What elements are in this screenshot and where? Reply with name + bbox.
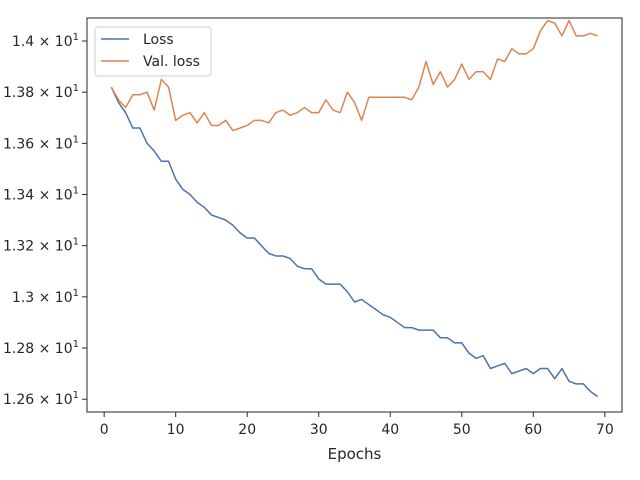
- y-tick-label: 1.36 × 101: [3, 134, 79, 152]
- y-tick-label: 1.4 × 101: [12, 32, 79, 50]
- x-tick-label: 10: [167, 422, 185, 438]
- x-tick-label: 0: [100, 422, 109, 438]
- x-tick-label: 20: [238, 422, 256, 438]
- x-tick-label: 50: [453, 422, 471, 438]
- x-tick-label: 30: [310, 422, 328, 438]
- legend: Loss Val. loss: [94, 26, 212, 77]
- series-line-1: [110, 19, 598, 132]
- x-axis-label: Epochs: [328, 445, 382, 463]
- y-tick-label: 1.28 × 101: [3, 339, 79, 357]
- x-tick-label: 70: [596, 422, 614, 438]
- series-layer: [110, 19, 599, 398]
- legend-label: Val. loss: [143, 54, 200, 70]
- y-tick-label: 1.32 × 101: [3, 237, 79, 255]
- y-tick-label: 1.34 × 101: [3, 186, 79, 204]
- y-tick-label: 1.3 × 101: [12, 288, 79, 306]
- y-tick-label: 1.26 × 101: [3, 390, 79, 408]
- x-tick-label: 40: [381, 422, 399, 438]
- y-tick-label: 1.38 × 101: [3, 83, 79, 101]
- series-line-0: [110, 86, 599, 398]
- legend-label: Loss: [143, 32, 174, 48]
- x-tick-label: 60: [524, 422, 542, 438]
- y-axis: 1.26 × 101 1.28 × 101 1.3 × 101 1.32 × 101 1…: [3, 32, 87, 408]
- plot-area-frame: [86, 17, 623, 413]
- x-axis: 0 10 20 30 40 50 60 70: [100, 412, 614, 438]
